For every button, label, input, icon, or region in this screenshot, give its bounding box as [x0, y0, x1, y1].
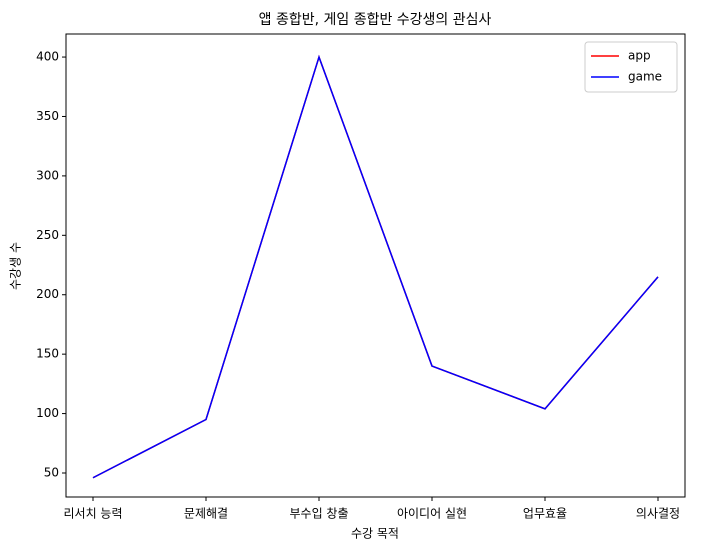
y-tick-label: 50 — [44, 465, 59, 479]
y-axis-label: 수강생 수 — [9, 242, 23, 290]
plot-area — [65, 33, 686, 498]
x-tick-label: 부수입 창출 — [289, 507, 348, 521]
series-line — [92, 54, 659, 479]
y-tick-label: 400 — [36, 50, 59, 64]
legend-label: game — [628, 70, 662, 84]
chart-title: 앱 종합반, 게임 종합반 수강생의 관심사 — [259, 12, 492, 28]
x-tick-label: 의사결정 — [636, 507, 680, 521]
y-tick-label: 100 — [36, 406, 59, 420]
y-tick-label: 250 — [36, 228, 59, 242]
x-tick-label: 문제해결 — [184, 507, 228, 521]
legend-box — [584, 41, 678, 93]
x-tick-label: 리서치 능력 — [63, 507, 122, 521]
x-tick-label: 업무효율 — [523, 507, 567, 521]
y-tick-label: 350 — [36, 109, 59, 123]
x-axis-label: 수강 목적 — [351, 527, 399, 541]
y-tick-label: 200 — [36, 287, 59, 301]
y-tick-label: 150 — [36, 347, 59, 361]
y-tick-label: 300 — [36, 168, 59, 182]
x-tick-label: 아이디어 실현 — [397, 507, 467, 521]
legend-label: app — [628, 49, 651, 63]
series-line — [92, 54, 659, 479]
